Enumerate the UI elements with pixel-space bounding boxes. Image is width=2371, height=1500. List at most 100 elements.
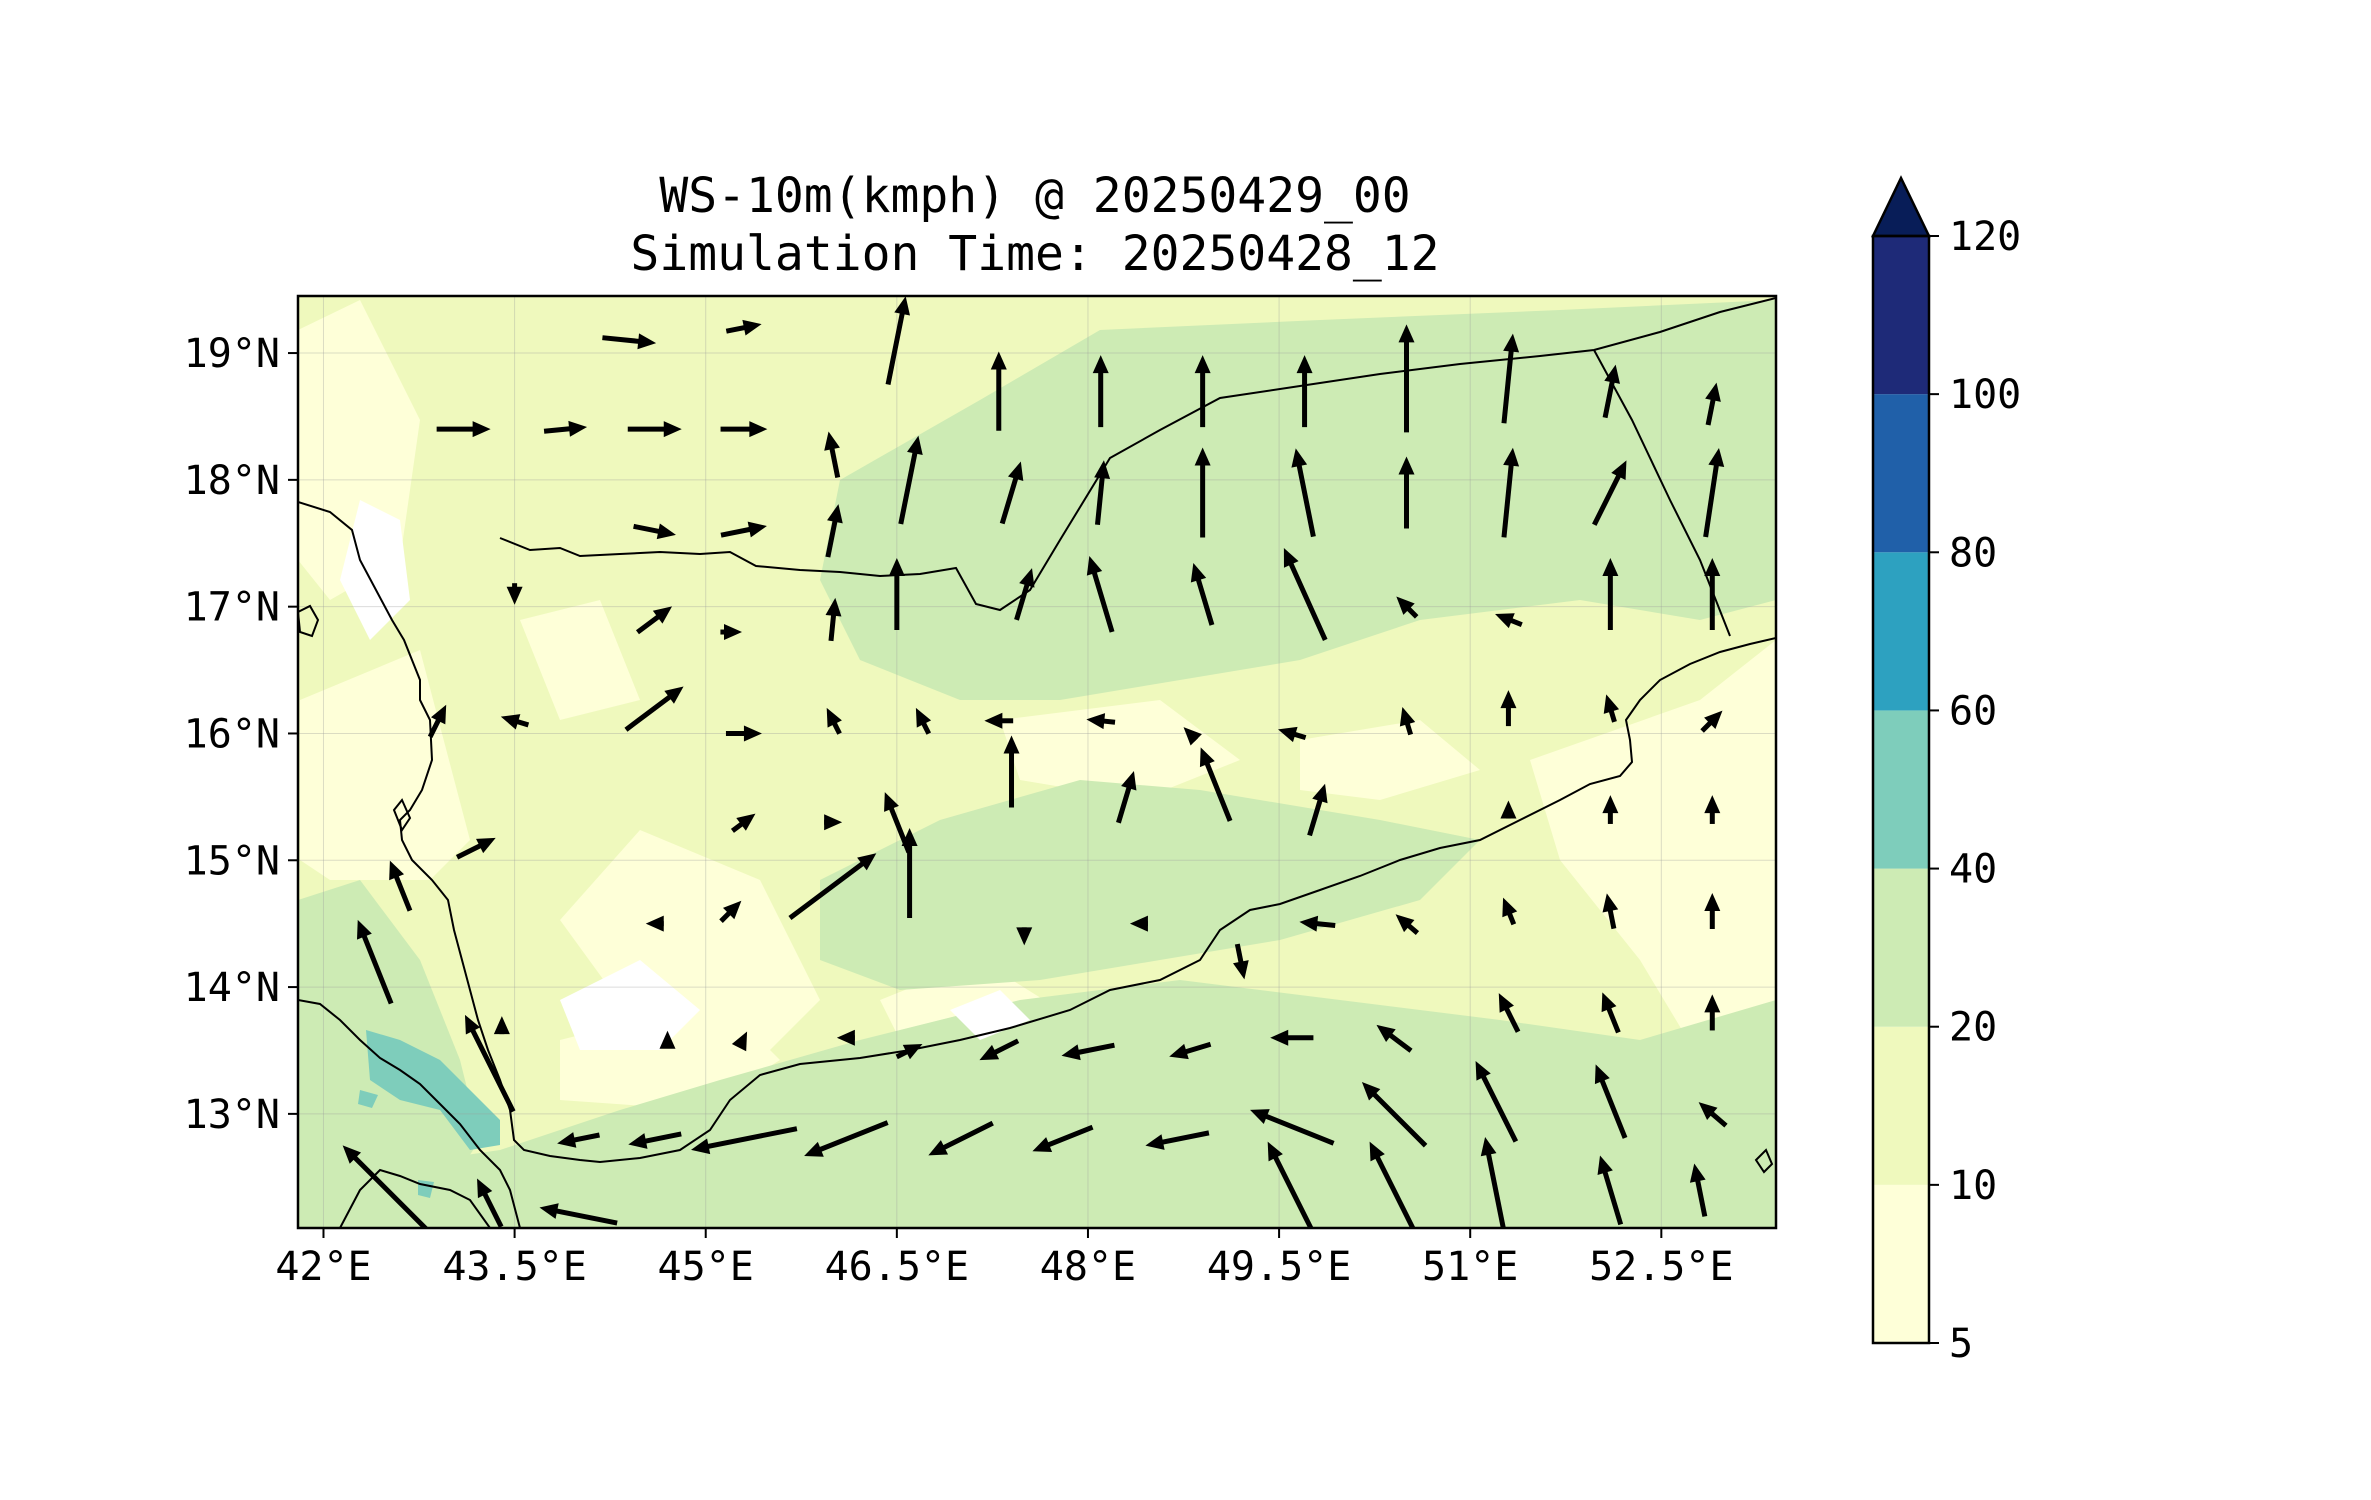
wind-vector xyxy=(1398,324,1415,433)
wind-vector xyxy=(1704,892,1721,929)
wind-vector xyxy=(1116,771,1137,824)
wind-vector xyxy=(788,853,877,921)
colorbar-tick-label: 80 xyxy=(1949,530,1997,576)
wind-vector xyxy=(1704,795,1721,824)
wind-vector xyxy=(1700,710,1723,733)
wind-vector xyxy=(1267,1141,1314,1228)
y-tick-label: 13°N xyxy=(184,1092,280,1138)
wind-vector xyxy=(1086,713,1116,730)
wind-vector xyxy=(984,712,1014,729)
colorbar-tick-label: 100 xyxy=(1949,372,2021,418)
wind-vector xyxy=(342,1145,429,1228)
wind-vector xyxy=(1194,447,1211,538)
map-axes-frame xyxy=(296,294,1778,1230)
wind-vector xyxy=(826,707,842,735)
wind-vector xyxy=(928,1120,994,1156)
x-tick-label: 42°E xyxy=(275,1244,371,1290)
wind-vector xyxy=(1307,783,1328,837)
wind-vector xyxy=(477,1178,504,1228)
wind-vector xyxy=(836,1029,855,1046)
island-3 xyxy=(1754,1148,1774,1174)
wind-vector xyxy=(500,714,530,730)
wind-vector xyxy=(825,504,843,558)
x-axis-ticks: 42°E 43.5°E 45°E 46.5°E 48°E 49.5°E 51°E 52.5°E xyxy=(275,1228,1734,1290)
wind-vector xyxy=(628,1131,682,1149)
colorbar-tick-label: 10 xyxy=(1949,1163,1997,1209)
wind-vector xyxy=(901,827,918,918)
wind-vector xyxy=(1500,690,1517,727)
wind-vector xyxy=(627,421,682,438)
wind-vector xyxy=(1705,382,1721,426)
wind-vector xyxy=(1704,994,1721,1031)
wind-vector xyxy=(1376,1024,1413,1053)
wind-vector xyxy=(731,1031,748,1052)
colorbar-tick-label: 40 xyxy=(1949,847,1997,893)
wind-vector xyxy=(1199,747,1233,822)
wind-vector xyxy=(557,1132,600,1148)
x-tick-label: 49.5°E xyxy=(1207,1244,1352,1290)
eritrea-coast xyxy=(298,999,521,1228)
wind-vector xyxy=(645,915,664,932)
wind-vector xyxy=(1689,1163,1708,1217)
wind-vector xyxy=(720,521,767,538)
colorbar-tick-label: 60 xyxy=(1949,688,1997,734)
x-tick-label: 46.5°E xyxy=(825,1244,970,1290)
wind-vector xyxy=(1183,727,1202,746)
y-tick-label: 15°N xyxy=(184,838,280,884)
wind-vector xyxy=(804,1120,889,1157)
wind-vector xyxy=(356,919,394,1005)
wind-vector xyxy=(1233,943,1249,980)
wind-vector xyxy=(990,351,1007,431)
wind-vector xyxy=(824,814,843,831)
wind-vector xyxy=(1169,1041,1212,1060)
wind-vector xyxy=(1399,706,1416,736)
wind-vector xyxy=(493,1016,510,1035)
x-tick-label: 48°E xyxy=(1040,1244,1136,1290)
colorbar-tick-label: 120 xyxy=(1949,214,2021,260)
wind-vector xyxy=(825,597,842,642)
wind-vector xyxy=(1094,460,1111,526)
wind-vector xyxy=(1501,333,1520,424)
colorbar-tick-label: 20 xyxy=(1949,1005,1997,1051)
colorbar-segment xyxy=(1873,236,1929,395)
wind-vector xyxy=(427,704,447,739)
wind-vector xyxy=(436,421,491,438)
wind-vector xyxy=(725,319,762,336)
colorbar-extend-arrow xyxy=(1871,175,1931,238)
x-tick-label: 45°E xyxy=(658,1244,754,1290)
wind-vector xyxy=(898,435,923,525)
wind-vectors xyxy=(342,296,1728,1228)
wind-vector xyxy=(1190,562,1215,626)
wind-vector xyxy=(506,583,523,605)
title-line-1: WS-10m(kmph) @ 20250429_00 xyxy=(659,168,1411,224)
arabian-coastline xyxy=(298,501,1776,1164)
x-tick-label: 52.5°E xyxy=(1589,1244,1734,1290)
wind-vector xyxy=(1500,800,1517,819)
wind-vector xyxy=(1501,447,1520,538)
wind-vector xyxy=(1396,596,1419,619)
colorbar-segment xyxy=(1873,1184,1929,1343)
wind-vector xyxy=(633,523,676,540)
wind-vector xyxy=(1145,1130,1210,1150)
wind-vector xyxy=(1502,897,1518,926)
x-tick-label: 43.5°E xyxy=(442,1244,587,1290)
wind-vector xyxy=(690,1126,798,1155)
wind-vector xyxy=(1602,557,1619,630)
wind-vector xyxy=(1299,915,1336,932)
wind-vector xyxy=(635,606,673,635)
wind-vector xyxy=(1014,568,1035,621)
y-tick-label: 17°N xyxy=(184,585,280,631)
wind-vector xyxy=(1602,795,1619,824)
wind-vector xyxy=(1250,1109,1335,1146)
wind-vector xyxy=(1480,1137,1506,1228)
wind-vector xyxy=(1597,1155,1624,1226)
wind-vector xyxy=(1003,735,1020,808)
wind-vector xyxy=(1129,915,1148,932)
wind-vector xyxy=(1092,355,1109,428)
wind-vector xyxy=(1398,456,1415,529)
wind-vector xyxy=(543,420,588,437)
wind-vector xyxy=(1283,548,1328,641)
wind-vector xyxy=(1602,893,1619,930)
